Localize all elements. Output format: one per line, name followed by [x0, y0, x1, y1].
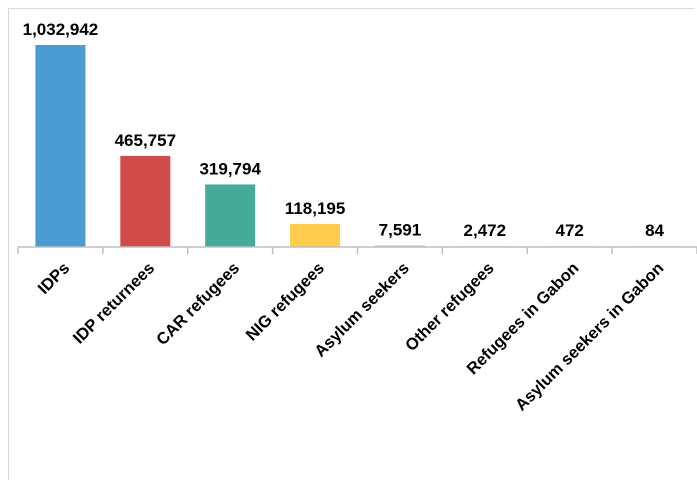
value-label: 2,472 [464, 221, 507, 240]
x-axis-ticks [17, 247, 697, 254]
value-label: 319,794 [199, 159, 261, 178]
value-label: 118,195 [285, 199, 346, 218]
bar-idps [35, 45, 86, 247]
bar-nig-refugees [290, 223, 341, 247]
value-label: 7,591 [379, 221, 422, 240]
value-label: 465,757 [115, 131, 176, 150]
value-label: 472 [556, 221, 584, 240]
category-label: CAR refugees [153, 259, 243, 349]
category-label: Asylum seekers in Gabon [512, 259, 667, 414]
category-label: Other refugees [402, 259, 498, 355]
bar-idp-returnees [120, 155, 171, 247]
value-label: 1,032,942 [23, 20, 99, 39]
value-label: 84 [645, 221, 664, 240]
value-labels-group: 1,032,942 465,757 319,794 118,195 7,591 2,472… [23, 20, 665, 240]
category-label: IDP returnees [70, 259, 158, 347]
category-label: NIG refugees [243, 259, 328, 344]
category-label: IDPs [35, 259, 74, 298]
chart-frame [8, 8, 694, 480]
bar-car-refugees [205, 184, 256, 247]
category-label: Asylum seekers [311, 259, 413, 361]
